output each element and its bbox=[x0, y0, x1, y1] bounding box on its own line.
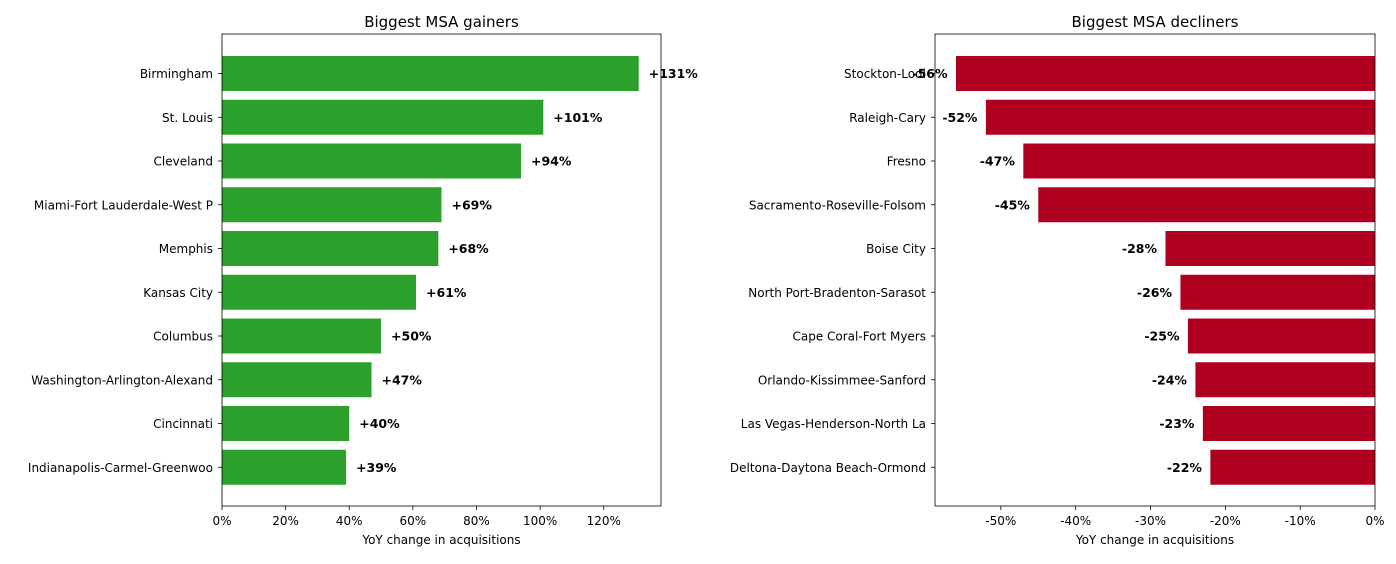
bar bbox=[1180, 274, 1375, 310]
bar bbox=[222, 318, 382, 354]
x-tick-label: 120% bbox=[587, 514, 621, 528]
x-tick-label: 20% bbox=[272, 514, 299, 528]
data-label: -26% bbox=[1137, 285, 1173, 300]
category-label: Memphis bbox=[159, 242, 213, 256]
axes-frame bbox=[221, 33, 662, 507]
x-tick-label: -30% bbox=[1135, 514, 1166, 528]
data-label: -23% bbox=[1159, 416, 1195, 431]
bar bbox=[222, 143, 522, 179]
category-label: Kansas City bbox=[143, 286, 213, 300]
bar bbox=[222, 99, 544, 135]
bar bbox=[222, 56, 639, 91]
data-label: +69% bbox=[452, 197, 493, 212]
bar bbox=[1038, 187, 1375, 223]
category-label: North Port-Bradenton-Sarasot bbox=[748, 286, 926, 300]
bar bbox=[1195, 362, 1375, 398]
x-tick-label: 0% bbox=[212, 514, 231, 528]
data-label: -47% bbox=[980, 154, 1016, 169]
data-label: +94% bbox=[531, 154, 572, 169]
category-label: Indianapolis-Carmel-Greenwoo bbox=[28, 461, 213, 475]
bar bbox=[1187, 318, 1375, 354]
bar bbox=[955, 56, 1375, 91]
x-tick-label: 60% bbox=[400, 514, 427, 528]
bar bbox=[1165, 231, 1375, 266]
category-label: Deltona-Daytona Beach-Ormond bbox=[730, 461, 926, 475]
x-tick-label: -50% bbox=[985, 514, 1016, 528]
category-label: Boise City bbox=[866, 242, 926, 256]
bar bbox=[985, 99, 1375, 135]
bar bbox=[222, 449, 347, 485]
data-label: +39% bbox=[356, 460, 397, 475]
chart-panel-2: Biggest MSA decliners Stockton-Lodi-56% Ra… bbox=[730, 13, 1385, 547]
x-tick-label: -10% bbox=[1285, 514, 1316, 528]
data-label: -25% bbox=[1144, 329, 1180, 344]
x-tick-label: 80% bbox=[463, 514, 490, 528]
category-label: Cape Coral-Fort Myers bbox=[792, 330, 926, 344]
x-tick-label: 0% bbox=[1365, 514, 1384, 528]
data-label: +50% bbox=[391, 329, 432, 344]
data-label: +68% bbox=[448, 241, 489, 256]
category-label: Cleveland bbox=[154, 155, 214, 169]
category-label: St. Louis bbox=[162, 111, 213, 125]
category-label: Cincinnati bbox=[153, 417, 213, 431]
chart-panel-1: Biggest MSA gainers Birmingham +131% St. Lo… bbox=[28, 13, 698, 547]
x-tick-label: -20% bbox=[1210, 514, 1241, 528]
data-label: -56% bbox=[912, 66, 948, 81]
category-label: Birmingham bbox=[140, 67, 213, 81]
data-label: -52% bbox=[942, 110, 978, 125]
x-tick-label: 100% bbox=[523, 514, 557, 528]
category-label: Miami-Fort Lauderdale-West P bbox=[34, 198, 213, 212]
x-tick-label: 40% bbox=[336, 514, 363, 528]
category-label: Sacramento-Roseville-Folsom bbox=[749, 198, 926, 212]
chart-title: Biggest MSA decliners bbox=[1071, 13, 1238, 31]
bar bbox=[1023, 143, 1375, 179]
axes-frame bbox=[934, 33, 1376, 507]
category-label: Columbus bbox=[153, 330, 213, 344]
data-label: -22% bbox=[1167, 460, 1203, 475]
data-label: +131% bbox=[649, 66, 699, 81]
category-label: Las Vegas-Henderson-North La bbox=[741, 417, 926, 431]
bar bbox=[222, 187, 442, 223]
data-label: +47% bbox=[382, 372, 423, 387]
data-label: +101% bbox=[553, 110, 603, 125]
x-tick-label: -40% bbox=[1060, 514, 1091, 528]
category-label: Raleigh-Cary bbox=[849, 111, 926, 125]
data-label: -28% bbox=[1122, 241, 1158, 256]
x-axis-label: YoY change in acquisitions bbox=[361, 533, 520, 547]
data-label: +61% bbox=[426, 285, 467, 300]
chart-title: Biggest MSA gainers bbox=[364, 13, 519, 31]
bar bbox=[1210, 449, 1375, 485]
bar bbox=[222, 406, 350, 441]
bar bbox=[222, 231, 439, 266]
category-label: Fresno bbox=[887, 155, 926, 169]
category-label: Stockton-Lodi bbox=[844, 67, 926, 81]
x-axis-label: YoY change in acquisitions bbox=[1075, 533, 1234, 547]
data-label: +40% bbox=[359, 416, 400, 431]
bar bbox=[1202, 406, 1375, 441]
category-label: Washington-Arlington-Alexand bbox=[31, 373, 213, 387]
bar bbox=[222, 362, 372, 398]
data-label: -24% bbox=[1152, 372, 1188, 387]
category-label: Orlando-Kissimmee-Sanford bbox=[758, 373, 926, 387]
bar bbox=[222, 274, 417, 310]
data-label: -45% bbox=[995, 197, 1031, 212]
